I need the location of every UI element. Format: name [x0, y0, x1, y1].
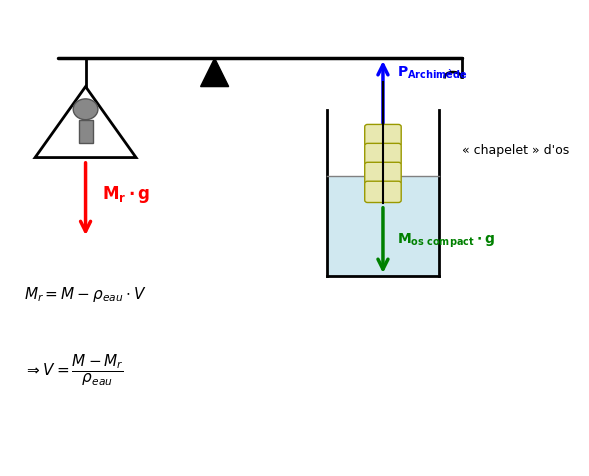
Text: $\mathbf{M_{os\ compact} \cdot g}$: $\mathbf{M_{os\ compact} \cdot g}$ — [397, 231, 495, 249]
Text: « chapelet » d'os: « chapelet » d'os — [462, 144, 569, 157]
FancyBboxPatch shape — [365, 162, 401, 184]
Text: $M_r = M - \rho_{eau} \cdot V$: $M_r = M - \rho_{eau} \cdot V$ — [24, 285, 147, 304]
Text: $\mathbf{P_{Archim\`{e}de}}$: $\mathbf{P_{Archim\`{e}de}}$ — [397, 64, 468, 80]
Text: $\Rightarrow V = \dfrac{M - M_r}{\rho_{eau}}$: $\Rightarrow V = \dfrac{M - M_r}{\rho_{e… — [24, 353, 124, 388]
FancyBboxPatch shape — [365, 143, 401, 165]
Text: $\mathbf{M_r \cdot g}$: $\mathbf{M_r \cdot g}$ — [102, 184, 151, 205]
FancyBboxPatch shape — [365, 181, 401, 202]
FancyBboxPatch shape — [365, 124, 401, 146]
Bar — [327, 177, 439, 276]
Circle shape — [73, 99, 98, 119]
FancyBboxPatch shape — [78, 119, 92, 143]
Polygon shape — [35, 87, 136, 158]
Polygon shape — [201, 58, 229, 87]
